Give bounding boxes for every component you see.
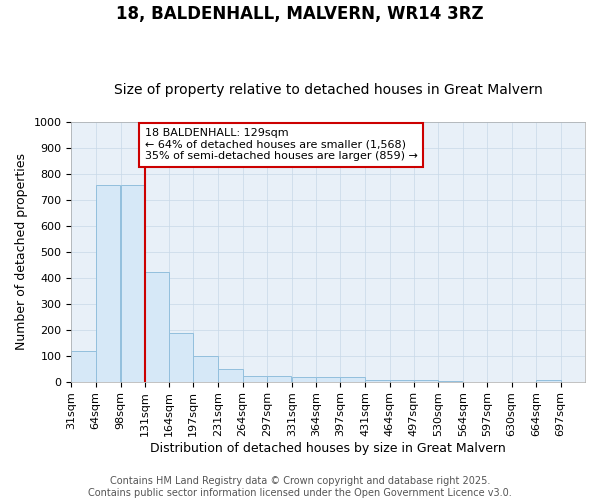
Y-axis label: Number of detached properties: Number of detached properties: [15, 153, 28, 350]
Bar: [267, 376, 291, 382]
Bar: [95, 185, 120, 382]
Bar: [169, 333, 193, 382]
Bar: [242, 376, 267, 382]
X-axis label: Distribution of detached houses by size in Great Malvern: Distribution of detached houses by size …: [150, 442, 506, 455]
Bar: [316, 377, 340, 382]
Text: 18, BALDENHALL, MALVERN, WR14 3RZ: 18, BALDENHALL, MALVERN, WR14 3RZ: [116, 5, 484, 23]
Title: Size of property relative to detached houses in Great Malvern: Size of property relative to detached ho…: [114, 83, 542, 97]
Bar: [218, 370, 242, 382]
Bar: [340, 377, 365, 382]
Bar: [365, 380, 389, 382]
Bar: [71, 351, 95, 382]
Bar: [389, 380, 414, 382]
Text: Contains HM Land Registry data © Crown copyright and database right 2025.
Contai: Contains HM Land Registry data © Crown c…: [88, 476, 512, 498]
Bar: [121, 185, 145, 382]
Bar: [536, 380, 561, 382]
Bar: [193, 356, 218, 382]
Bar: [145, 272, 169, 382]
Bar: [438, 381, 462, 382]
Bar: [292, 377, 316, 382]
Bar: [414, 380, 438, 382]
Text: 18 BALDENHALL: 129sqm
← 64% of detached houses are smaller (1,568)
35% of semi-d: 18 BALDENHALL: 129sqm ← 64% of detached …: [145, 128, 418, 162]
